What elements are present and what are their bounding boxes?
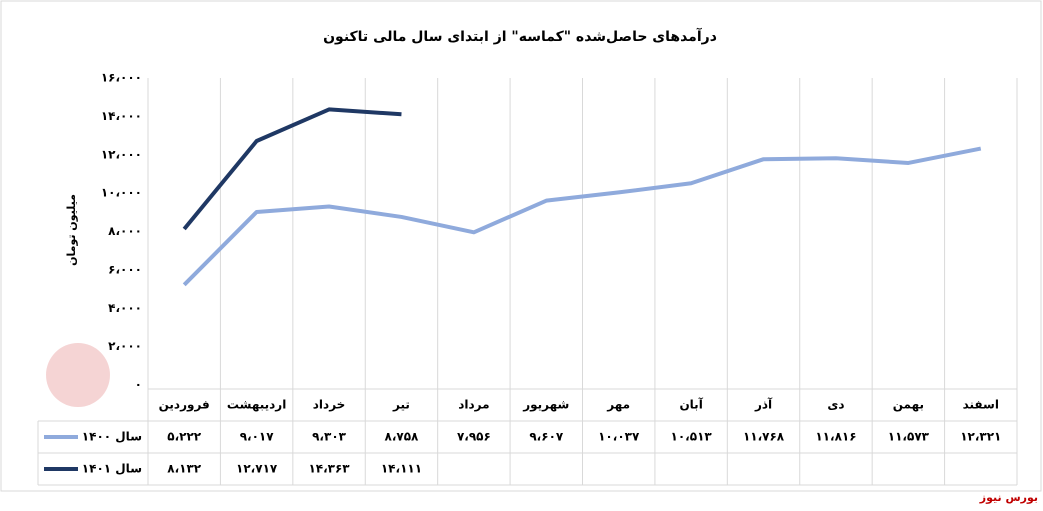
y-tick-label: ۶،۰۰۰ bbox=[108, 262, 142, 276]
legend-label: سال ۱۴۰۰ bbox=[82, 430, 142, 444]
x-tick-label: اسفند bbox=[963, 398, 999, 412]
data-label: ۵،۲۲۲ bbox=[167, 430, 202, 444]
y-tick-label: ۱۰،۰۰۰ bbox=[101, 186, 142, 200]
data-label: ۹،۶۰۷ bbox=[529, 430, 564, 444]
x-tick-label: دی bbox=[827, 398, 844, 412]
data-label: ۱۲،۷۱۷ bbox=[236, 462, 278, 476]
legend-label: سال ۱۴۰۱ bbox=[82, 462, 142, 476]
x-tick-label: تیر bbox=[392, 398, 410, 412]
data-label: ۷،۹۵۶ bbox=[457, 430, 491, 444]
y-axis-label: میلیون تومان bbox=[65, 194, 78, 266]
y-tick-label: ۰ bbox=[135, 378, 142, 392]
data-label: ۱۴،۳۶۳ bbox=[308, 462, 350, 476]
x-tick-label: آذر bbox=[754, 397, 773, 412]
watermark-logo bbox=[46, 343, 110, 407]
y-tick-label: ۴،۰۰۰ bbox=[108, 301, 142, 315]
chart-title: درآمدهای حاصل‌شده "کماسه" از ابتدای سال … bbox=[323, 27, 717, 45]
data-label: ۱۱،۸۱۶ bbox=[815, 430, 856, 444]
data-label: ۸،۷۵۸ bbox=[385, 430, 420, 444]
data-label: ۱۱،۷۶۸ bbox=[743, 430, 785, 444]
x-tick-label: آبان bbox=[679, 397, 703, 412]
data-label: ۸،۱۳۲ bbox=[167, 462, 202, 476]
series-line bbox=[182, 146, 982, 287]
data-label: ۱۰،۵۱۳ bbox=[671, 430, 713, 444]
data-label: ۱۴،۱۱۱ bbox=[381, 462, 422, 476]
data-label: ۹،۳۰۳ bbox=[312, 430, 347, 444]
x-tick-label: فروردین bbox=[159, 398, 210, 413]
y-tick-label: ۸،۰۰۰ bbox=[108, 224, 142, 238]
y-tick-label: ۱۴،۰۰۰ bbox=[101, 109, 142, 123]
data-label: ۱۰،۰۳۷ bbox=[598, 430, 640, 444]
data-label: ۹،۰۱۷ bbox=[240, 430, 275, 444]
chart-frame bbox=[0, 0, 1042, 492]
x-tick-label: مرداد bbox=[458, 398, 489, 412]
x-tick-label: اردیبهشت bbox=[227, 398, 286, 412]
x-tick-label: بهمن bbox=[893, 398, 924, 412]
series-line bbox=[182, 107, 402, 231]
y-tick-label: ۱۶،۰۰۰ bbox=[101, 71, 142, 85]
x-tick-label: خرداد bbox=[313, 398, 346, 412]
y-tick-label: ۲،۰۰۰ bbox=[108, 339, 142, 353]
data-label: ۱۲،۳۲۱ bbox=[960, 430, 1001, 444]
source: بورس نیوز bbox=[979, 491, 1038, 504]
y-tick-label: ۱۲،۰۰۰ bbox=[101, 147, 142, 161]
x-tick-label: مهر bbox=[606, 398, 630, 412]
x-tick-label: شهریور bbox=[522, 398, 569, 413]
data-label: ۱۱،۵۷۳ bbox=[888, 430, 930, 444]
